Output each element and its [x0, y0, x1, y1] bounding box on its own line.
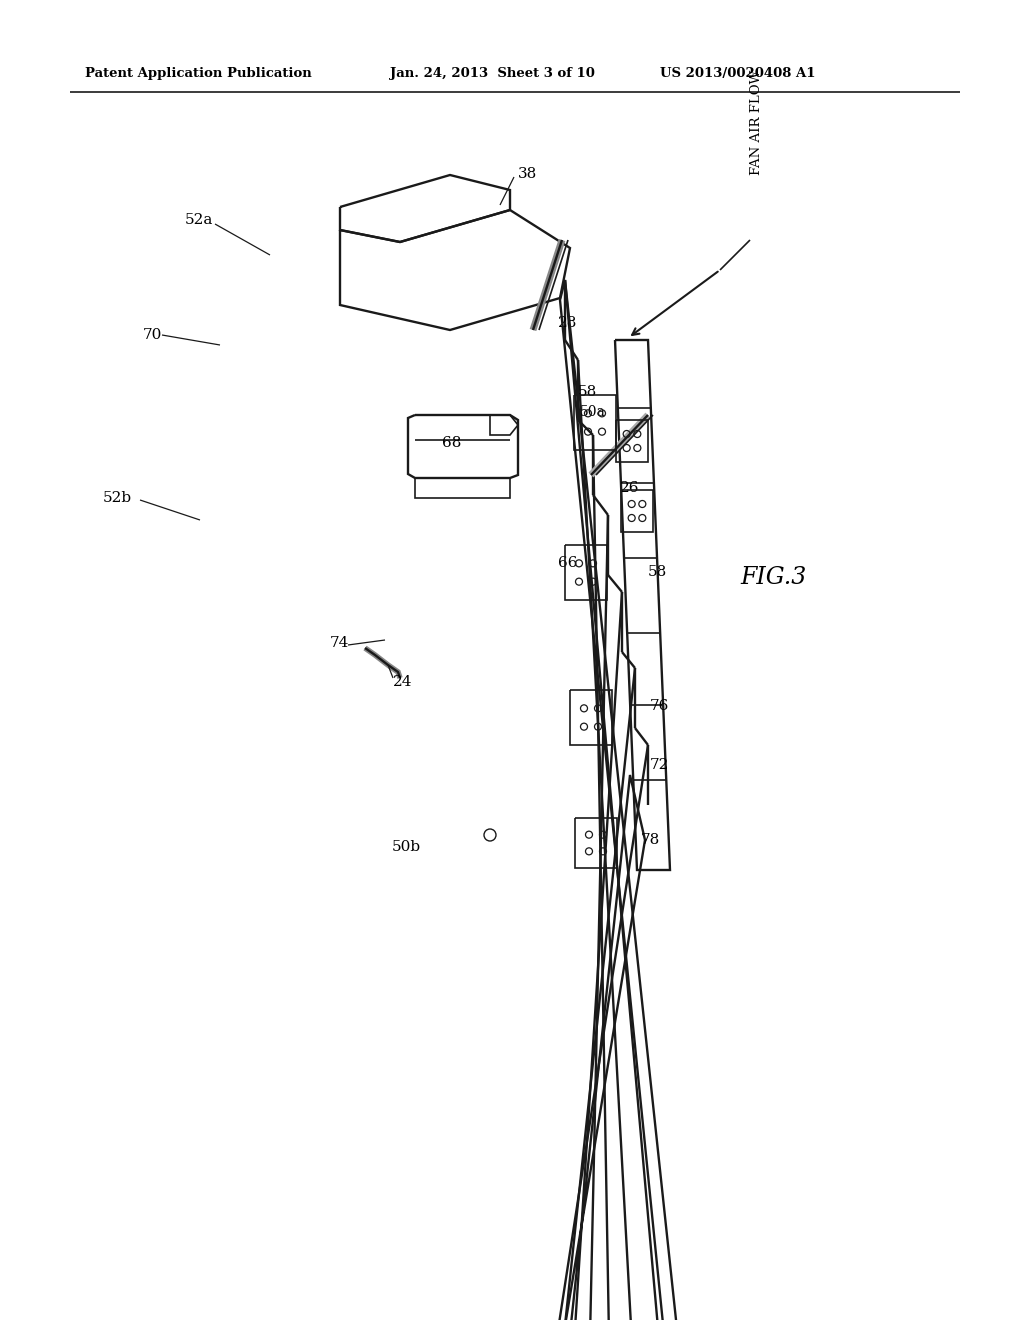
Text: FAN AIR FLOW: FAN AIR FLOW — [750, 70, 763, 176]
Text: 26: 26 — [620, 480, 640, 495]
Text: 66: 66 — [558, 556, 578, 570]
Text: 58: 58 — [578, 385, 597, 399]
Text: 50a: 50a — [580, 405, 606, 418]
Text: 70: 70 — [143, 327, 163, 342]
Text: 50b: 50b — [392, 840, 421, 854]
Text: 24: 24 — [393, 675, 413, 689]
Text: 52b: 52b — [103, 491, 132, 506]
Text: US 2013/0020408 A1: US 2013/0020408 A1 — [660, 66, 815, 79]
Text: Jan. 24, 2013  Sheet 3 of 10: Jan. 24, 2013 Sheet 3 of 10 — [390, 66, 595, 79]
Text: 76: 76 — [650, 700, 670, 713]
Text: 58: 58 — [648, 565, 668, 579]
Text: 74: 74 — [330, 636, 349, 649]
Text: 28: 28 — [558, 315, 578, 330]
Text: Patent Application Publication: Patent Application Publication — [85, 66, 311, 79]
Text: 78: 78 — [641, 833, 660, 847]
Text: 38: 38 — [518, 168, 538, 181]
Text: 52a: 52a — [185, 213, 213, 227]
Text: 68: 68 — [442, 436, 462, 450]
Text: 72: 72 — [650, 758, 670, 772]
Text: FIG.3: FIG.3 — [740, 566, 806, 590]
